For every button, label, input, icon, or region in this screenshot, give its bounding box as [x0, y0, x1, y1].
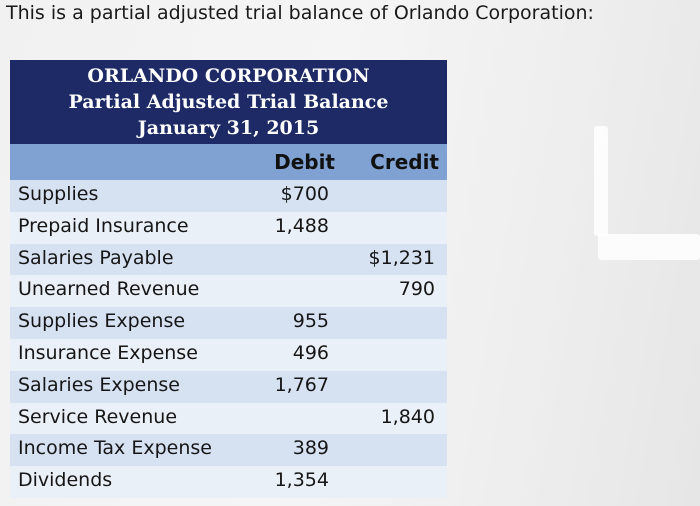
account-name: Salaries Payable	[18, 246, 174, 269]
statement-title: Partial Adjusted Trial Balance	[68, 91, 389, 113]
table-row: Income Tax Expense 389	[10, 434, 447, 467]
credit-amount: $1,231	[368, 246, 435, 269]
debit-amount: 955	[292, 310, 329, 333]
debit-amount: 496	[292, 341, 329, 364]
account-name: Insurance Expense	[18, 341, 198, 364]
account-name: Supplies Expense	[18, 310, 186, 333]
debit-amount: 389	[292, 437, 329, 460]
table-row: Supplies Expense 955	[10, 307, 447, 339]
credit-column-header: Credit	[370, 150, 439, 174]
account-name: Dividends	[18, 469, 113, 492]
account-name: Service Revenue	[18, 405, 178, 428]
table-row: Unearned Revenue 790	[10, 275, 447, 308]
column-header-row: Debit Credit	[10, 144, 447, 180]
intro-text: This is a partial adjusted trial balance…	[6, 2, 594, 24]
table-row: Prepaid Insurance 1,488	[10, 211, 447, 244]
screen-glare	[598, 234, 700, 260]
table-row: Service Revenue 1,840	[10, 402, 447, 435]
table-row: Supplies $700	[10, 180, 447, 212]
table-row: Salaries Payable $1,231	[10, 243, 447, 276]
debit-amount: 1,767	[274, 373, 329, 396]
account-name: Supplies	[18, 183, 99, 205]
account-name: Income Tax Expense	[18, 437, 212, 460]
table-row: Insurance Expense 496	[10, 338, 447, 371]
debit-amount: 1,354	[274, 469, 329, 492]
table-body: Supplies $700 Prepaid Insurance 1,488 Sa…	[10, 180, 447, 498]
screen-glare	[594, 126, 608, 236]
table-heading: ORLANDO CORPORATION Partial Adjusted Tri…	[10, 60, 447, 144]
credit-amount: 1,840	[380, 405, 435, 428]
debit-amount: $700	[280, 183, 329, 205]
debit-amount: 1,488	[274, 214, 329, 237]
company-name: ORLANDO CORPORATION	[87, 65, 370, 87]
account-name: Salaries Expense	[18, 373, 180, 396]
statement-date: January 31, 2015	[137, 117, 320, 139]
account-name: Prepaid Insurance	[18, 214, 189, 237]
table-row: Salaries Expense 1,767	[10, 370, 447, 403]
account-name: Unearned Revenue	[18, 278, 200, 301]
debit-column-header: Debit	[274, 150, 335, 174]
trial-balance-table: ORLANDO CORPORATION Partial Adjusted Tri…	[10, 60, 447, 498]
credit-amount: 790	[398, 278, 435, 301]
table-row: Dividends 1,354	[10, 466, 447, 498]
